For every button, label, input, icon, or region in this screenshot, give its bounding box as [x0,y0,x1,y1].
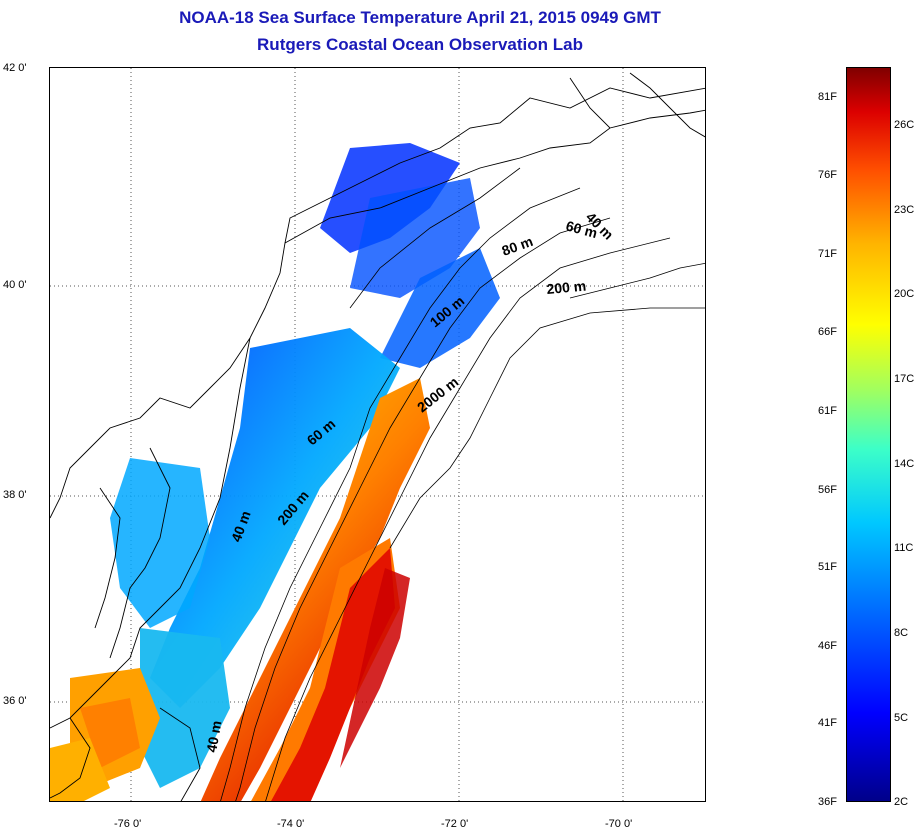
map-subtitle: Rutgers Coastal Ocean Observation Lab [257,35,583,54]
colorbar-label-23c: 23C [894,204,915,216]
colorbar-label-20c: 20C [894,288,915,300]
lat-label-36: 36 0' [3,695,27,707]
lon-label-70: -70 0' [605,818,633,830]
colorbar-label-41f: 41F [818,717,837,729]
lon-label-76: -76 0' [114,818,142,830]
depth-label-200m-north: 200 m [546,278,587,297]
lon-label-74: -74 0' [277,818,305,830]
colorbar-label-46f: 46F [818,640,837,652]
colorbar-label-56f: 56F [818,484,837,496]
sst-map-svg: 40 m 60 m 80 m 200 m 100 m 2000 m 60 m 2… [50,68,705,801]
colorbar-label-14c: 14C [894,458,915,470]
depth-label-40m-south: 40 m [203,719,224,753]
depth-label-80m: 80 m [500,233,535,259]
sst-map: 40 m 60 m 80 m 200 m 100 m 2000 m 60 m 2… [49,67,706,802]
coastline [50,72,705,801]
colorbar-label-26c: 26C [894,119,915,131]
temperature-colorbar [846,67,891,802]
colorbar-label-61f: 61F [818,405,837,417]
lat-label-38: 38 0' [3,489,27,501]
sst-field [50,143,500,801]
lat-label-40: 40 0' [3,279,27,291]
colorbar-label-8c: 8C [894,627,909,639]
depth-label-60m-north: 60 m [564,217,599,241]
colorbar-label-66f: 66F [818,326,837,338]
map-title: NOAA-18 Sea Surface Temperature April 21… [179,8,661,27]
colorbar-label-81f: 81F [818,91,837,103]
colorbar-label-51f: 51F [818,561,837,573]
colorbar-label-2c: 2C [894,796,909,808]
colorbar-label-5c: 5C [894,712,909,724]
colorbar-label-17c: 17C [894,373,915,385]
lon-label-72: -72 0' [441,818,469,830]
colorbar-label-71f: 71F [818,248,837,260]
colorbar-label-11c: 11C [894,542,914,554]
lat-label-42: 42 0' [3,62,27,74]
bathymetry-contours [220,167,705,801]
colorbar-label-76f: 76F [818,169,837,181]
colorbar-label-36f: 36F [818,796,837,808]
